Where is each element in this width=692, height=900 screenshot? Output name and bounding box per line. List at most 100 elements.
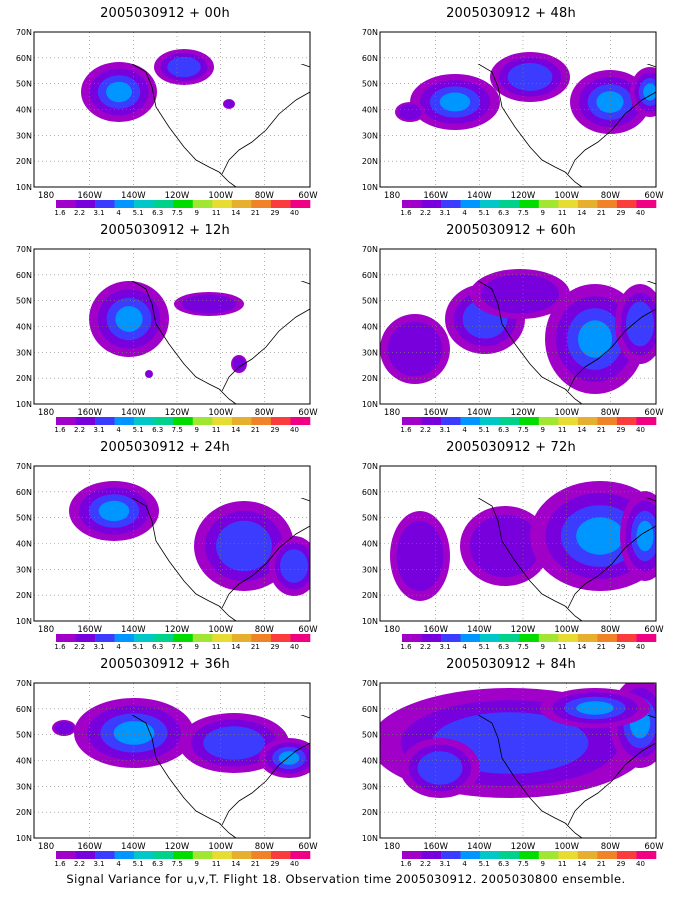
colorbar-label: 7.5 xyxy=(518,426,529,434)
colorbar-swatch xyxy=(460,634,481,642)
colorbar-swatch xyxy=(173,200,194,208)
colorbar-swatch xyxy=(251,417,272,425)
colorbar-swatch xyxy=(212,200,233,208)
colorbar-label: 4 xyxy=(116,860,121,868)
lon-label: 160W xyxy=(77,408,102,418)
colorbar-swatch xyxy=(212,851,233,859)
colorbar-swatch xyxy=(114,417,135,425)
colorbar-label: 21 xyxy=(597,643,606,651)
shade-level xyxy=(643,83,656,101)
lat-label: 70N xyxy=(16,245,32,254)
colorbar-label: 29 xyxy=(270,643,279,651)
colorbar-swatch xyxy=(114,634,135,642)
map-12h: 70N 60N 50N 40N 30N 20N 10N 180 160W 140W 120W 100W… xyxy=(16,245,318,434)
colorbar-label: 14 xyxy=(577,643,586,651)
colorbar-label: 14 xyxy=(577,860,586,868)
colorbar-swatch xyxy=(192,634,213,642)
panel-title: 2005030912 + 00h xyxy=(100,6,230,21)
panel-title: 2005030912 + 72h xyxy=(446,440,576,455)
colorbar-swatch xyxy=(134,851,154,859)
panel-title: 2005030912 + 12h xyxy=(100,223,230,238)
shade-level xyxy=(232,356,246,372)
colorbar-label: 6.3 xyxy=(152,209,163,217)
colorbar-swatch xyxy=(636,417,657,425)
lon-label: 80W xyxy=(255,191,275,201)
colorbar-label: 3.1 xyxy=(94,426,105,434)
colorbar-label: 5.1 xyxy=(133,860,144,868)
lat-label: 40N xyxy=(16,757,32,766)
colorbar-label: 5.1 xyxy=(479,643,490,651)
lat-label: 60N xyxy=(16,54,32,63)
shade-level xyxy=(203,726,265,760)
colorbar-swatch xyxy=(616,200,637,208)
colorbar-swatch xyxy=(153,200,174,208)
colorbar-swatch xyxy=(231,417,252,425)
colorbar-swatch xyxy=(95,634,115,642)
colorbar-swatch xyxy=(56,851,76,859)
shade-level xyxy=(224,100,234,108)
panel-24h: 2005030912 + 24h 70N 60N 50N 40N 30N 20N 10N 18… xyxy=(0,434,330,651)
lat-label: 30N xyxy=(16,565,32,574)
lon-label: 180 xyxy=(38,625,54,635)
lon-label: 60W xyxy=(298,842,318,852)
colorbar-swatch xyxy=(441,634,461,642)
lat-label: 30N xyxy=(362,348,378,357)
lon-label: 60W xyxy=(298,191,318,201)
map-border xyxy=(33,465,311,622)
colorbar-swatch xyxy=(636,851,657,859)
coastline xyxy=(477,64,657,188)
coastline xyxy=(131,498,311,622)
colorbar-label: 29 xyxy=(616,209,625,217)
colorbar-swatch xyxy=(499,851,520,859)
colorbar-label: 7.5 xyxy=(172,643,183,651)
shade-level xyxy=(576,701,614,715)
lat-label: 50N xyxy=(362,514,378,523)
colorbar-swatch xyxy=(75,200,96,208)
colorbar-swatch xyxy=(577,634,598,642)
shade-level xyxy=(439,92,471,112)
colorbar-swatch xyxy=(597,417,618,425)
lon-label: 120W xyxy=(511,408,536,418)
map-00h: 70N 60N 50N 40N 30N 20N 10N 180 160W 140W 120W 100W… xyxy=(16,28,318,217)
colorbar-label: 11 xyxy=(212,860,221,868)
colorbar-label: 21 xyxy=(597,860,606,868)
colorbar-swatch xyxy=(636,634,657,642)
colorbar-label: 11 xyxy=(558,426,567,434)
map-border xyxy=(379,248,657,405)
colorbar-label: 1.6 xyxy=(400,643,412,651)
lon-label: 120W xyxy=(165,625,190,635)
shade-level xyxy=(387,321,443,377)
colorbar-label: 2.2 xyxy=(420,860,431,868)
colorbar-swatch xyxy=(251,851,272,859)
colorbar-label: 4 xyxy=(116,209,121,217)
lon-label: 140W xyxy=(121,191,146,201)
panel-60h: 2005030912 + 60h 70N 60N 50N 40N 30N 20N 10N 18… xyxy=(346,217,676,434)
colorbar-swatch xyxy=(577,200,598,208)
lon-label: 80W xyxy=(255,408,275,418)
lat-label: 60N xyxy=(362,705,378,714)
colorbar-label: 6.3 xyxy=(152,426,163,434)
colorbar-swatch xyxy=(75,851,96,859)
shade-level xyxy=(54,721,74,735)
lon-label: 180 xyxy=(38,842,54,852)
colorbar-swatch xyxy=(441,417,461,425)
colorbar-swatch xyxy=(460,200,481,208)
colorbar-swatch xyxy=(251,634,272,642)
lat-label: 60N xyxy=(16,705,32,714)
panel-title: 2005030912 + 48h xyxy=(446,6,576,21)
colorbar-swatch xyxy=(153,417,174,425)
lon-label: 100W xyxy=(554,191,579,201)
colorbar-label: 1.6 xyxy=(400,209,412,217)
shade-level xyxy=(280,549,308,583)
colorbar-label: 21 xyxy=(251,860,260,868)
colorbar-label: 6.3 xyxy=(498,426,509,434)
colorbar-swatch xyxy=(114,851,135,859)
lat-label: 50N xyxy=(362,731,378,740)
colorbar-label: 3.1 xyxy=(440,426,451,434)
lat-label: 10N xyxy=(16,834,32,843)
colorbar-swatch xyxy=(558,200,579,208)
lat-label: 50N xyxy=(362,80,378,89)
shade-level xyxy=(578,320,612,358)
colorbar-label: 9 xyxy=(195,426,199,434)
lat-label: 70N xyxy=(362,245,378,254)
